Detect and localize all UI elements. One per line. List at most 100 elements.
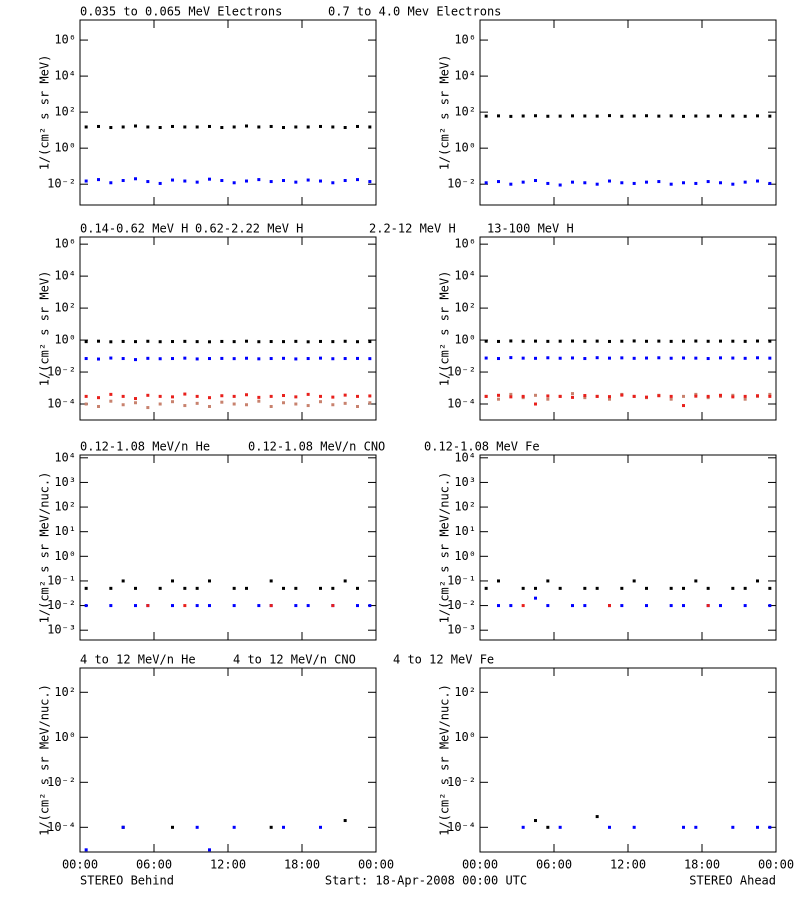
data-point	[632, 579, 636, 583]
data-point	[158, 357, 162, 361]
data-point	[171, 400, 174, 404]
y-tick-label: 10⁶	[454, 33, 476, 47]
data-point	[294, 357, 298, 361]
data-point	[731, 825, 735, 829]
data-point	[269, 124, 273, 128]
plot-frame	[479, 454, 777, 641]
y-tick-label: 10⁰	[454, 141, 476, 155]
data-point	[84, 125, 88, 129]
data-point	[731, 114, 735, 118]
data-point	[682, 356, 685, 360]
data-point	[645, 604, 648, 608]
data-point	[294, 339, 298, 343]
data-point	[620, 339, 624, 343]
data-point	[743, 394, 747, 398]
data-point	[269, 340, 273, 344]
data-point	[84, 848, 88, 852]
data-point	[356, 404, 359, 408]
data-point	[121, 179, 125, 183]
data-point	[158, 181, 162, 185]
data-point	[208, 396, 211, 400]
data-point	[195, 604, 199, 608]
y-tick-label: 10⁻²	[447, 365, 476, 379]
data-point	[121, 825, 125, 829]
data-point	[694, 392, 698, 396]
data-point	[195, 394, 199, 398]
data-point	[97, 404, 100, 408]
y-tick-label: 10⁰	[54, 141, 76, 155]
data-point	[534, 179, 537, 183]
data-point	[257, 395, 261, 399]
data-point	[269, 404, 273, 408]
data-point	[84, 586, 88, 590]
y-tick-label: 10⁻¹	[447, 573, 476, 587]
data-point	[645, 356, 648, 360]
data-point	[171, 340, 174, 344]
data-point	[368, 125, 372, 129]
y-tick-label: 10⁻²	[47, 177, 76, 191]
data-point	[121, 579, 125, 583]
data-point	[208, 604, 211, 608]
y-tick-label: 10⁻²	[447, 775, 476, 789]
data-point	[134, 401, 137, 405]
data-point	[356, 124, 359, 128]
y-tick-label: 10⁴	[454, 450, 476, 464]
data-point	[534, 596, 537, 600]
data-point	[768, 604, 772, 608]
y-tick-label: 10⁰	[454, 549, 476, 563]
footer-left: STEREO Behind	[80, 874, 174, 888]
data-point	[620, 181, 624, 185]
data-point	[497, 393, 500, 397]
data-point	[743, 356, 747, 360]
data-point	[257, 340, 261, 344]
data-point	[171, 579, 174, 583]
data-point	[109, 399, 113, 403]
y-axis-label: 1/(cm² s sr MeV/nuc.)	[38, 684, 52, 836]
data-point	[158, 394, 162, 398]
data-point	[245, 339, 248, 343]
y-tick-label: 10⁰	[54, 333, 76, 347]
data-point	[706, 394, 710, 398]
data-point	[534, 339, 537, 343]
data-point	[109, 181, 113, 185]
data-point	[220, 126, 224, 130]
data-point	[356, 394, 359, 398]
legend-entry: 13-100 MeV H	[487, 222, 574, 236]
data-point	[632, 394, 636, 398]
data-point	[183, 125, 187, 129]
data-point	[583, 586, 587, 590]
y-tick-label: 10⁶	[454, 237, 476, 251]
data-point	[497, 397, 500, 401]
data-point	[484, 356, 488, 360]
y-tick-label: 10¹	[54, 524, 76, 538]
data-point	[343, 179, 347, 183]
data-point	[319, 339, 322, 343]
data-point	[257, 178, 261, 182]
data-point	[84, 340, 88, 344]
data-point	[158, 402, 162, 406]
data-point	[134, 586, 137, 590]
data-point	[195, 586, 199, 590]
y-tick-label: 10⁻⁴	[447, 820, 476, 834]
data-point	[657, 114, 661, 118]
data-point	[608, 114, 611, 118]
data-point	[208, 357, 211, 361]
data-point	[171, 395, 174, 399]
y-tick-label: 10⁴	[454, 69, 476, 83]
data-point	[682, 825, 685, 829]
y-tick-label: 10⁻³	[447, 623, 476, 637]
data-point	[645, 114, 648, 118]
data-point	[368, 604, 372, 608]
y-tick-label: 10²	[454, 500, 476, 514]
data-point	[257, 125, 261, 129]
data-point	[208, 848, 211, 852]
data-point	[97, 124, 100, 128]
data-point	[682, 339, 685, 343]
data-point	[245, 124, 248, 128]
data-point	[546, 579, 550, 583]
y-tick-label: 10²	[54, 105, 76, 119]
y-tick-label: 10⁴	[54, 269, 76, 283]
data-point	[331, 586, 335, 590]
y-tick-label: 10²	[54, 500, 76, 514]
data-point	[632, 356, 636, 360]
